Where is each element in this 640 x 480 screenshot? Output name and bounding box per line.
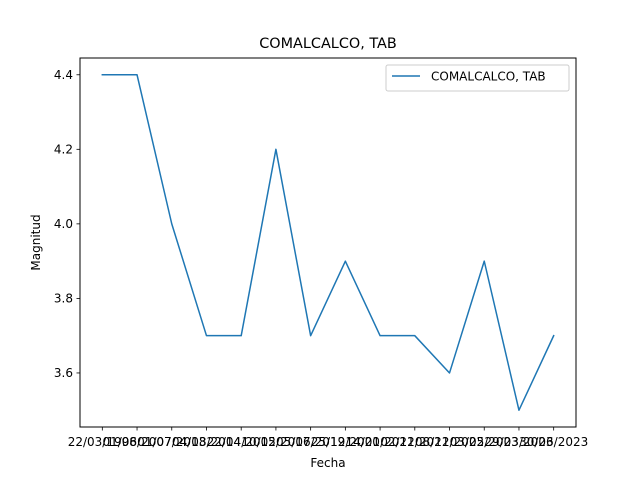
x-tick-label: 22/04/2015 bbox=[207, 435, 276, 449]
y-axis-label: Magnitud bbox=[29, 214, 43, 270]
chart-title: COMALCALCO, TAB bbox=[259, 36, 396, 52]
x-tick-label: 25/12/2020 bbox=[311, 435, 380, 449]
x-tick-label: 05/06/2019 bbox=[276, 435, 345, 449]
x-tick-label: 10/02/2017 bbox=[241, 435, 310, 449]
y-tick-label: 4.2 bbox=[54, 142, 73, 156]
x-tick-label: 30/06/2023 bbox=[519, 435, 588, 449]
y-tick-label: 4.0 bbox=[54, 217, 73, 231]
y-tick-label: 3.6 bbox=[54, 366, 73, 380]
legend-box bbox=[385, 64, 570, 92]
x-tick-label: 02/12/2021 bbox=[380, 435, 449, 449]
x-tick-label: 01/07/2013 bbox=[137, 435, 206, 449]
x-tick-label: 03/05/2023 bbox=[450, 435, 519, 449]
y-tick-label: 3.8 bbox=[54, 291, 73, 305]
x-tick-label: 04/08/2014 bbox=[172, 435, 241, 449]
series-line-0 bbox=[101, 74, 555, 411]
plot-frame bbox=[79, 57, 577, 428]
legend: COMALCALCO, TAB bbox=[385, 64, 570, 92]
x-tick-label: 08/12/2022 bbox=[415, 435, 484, 449]
x-axis-label: Fecha bbox=[310, 456, 345, 470]
legend-label: COMALCALCO, TAB bbox=[431, 70, 546, 84]
y-tick-label: 4.4 bbox=[54, 68, 73, 82]
x-tick-label: 29/03/2023 bbox=[484, 435, 553, 449]
x-tick-label: 01/06/2007 bbox=[102, 435, 171, 449]
plot-area: 3.6 3.8 4.0 4.2 4.4 22/03/199801/06/200701/07… bbox=[54, 68, 588, 449]
x-tick-label: 14/01/2021 bbox=[345, 435, 414, 449]
x-tick-label: 22/03/1998 bbox=[68, 435, 137, 449]
